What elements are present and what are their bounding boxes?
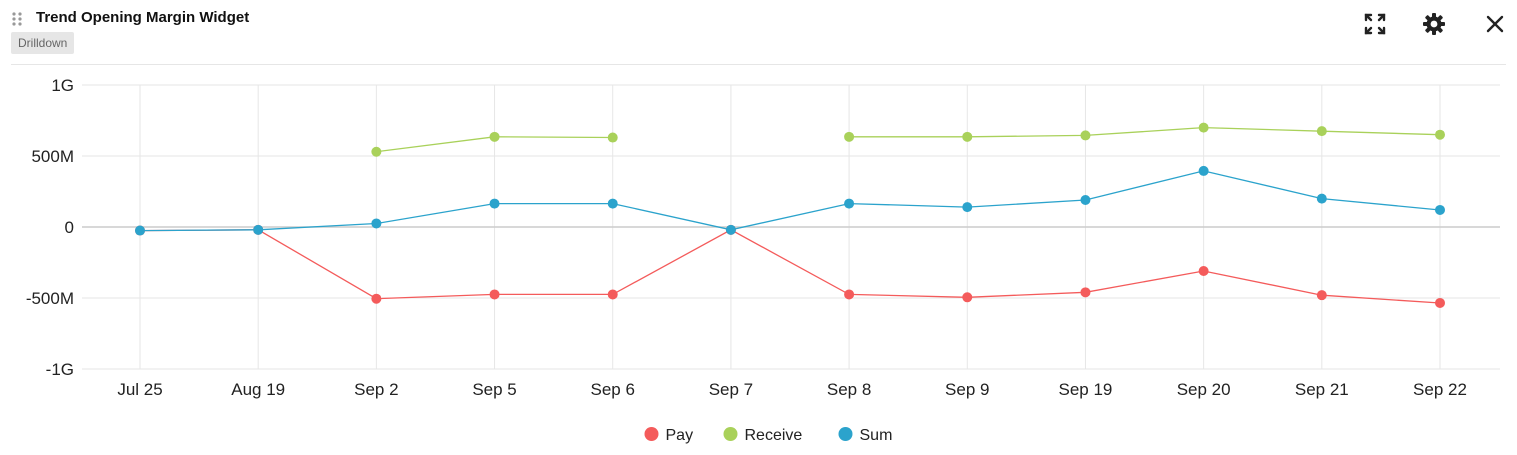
drag-handle-icon[interactable] bbox=[11, 11, 23, 27]
widget-header: Trend Opening Margin Widget Drilldown bbox=[0, 0, 1517, 64]
data-point-pay bbox=[962, 292, 973, 303]
data-point-receive bbox=[607, 132, 618, 143]
y-tick-label: 1G bbox=[51, 76, 74, 95]
data-point-receive bbox=[489, 131, 500, 142]
data-point-receive bbox=[1316, 126, 1327, 137]
data-point-pay bbox=[844, 289, 855, 300]
x-tick-label: Sep 20 bbox=[1177, 380, 1231, 399]
data-point-pay bbox=[1198, 266, 1209, 277]
x-tick-label: Sep 5 bbox=[472, 380, 516, 399]
data-point-sum bbox=[1198, 165, 1209, 176]
close-icon[interactable] bbox=[1482, 11, 1508, 37]
y-tick-label: -500M bbox=[26, 289, 74, 308]
data-point-pay bbox=[489, 289, 500, 300]
expand-icon[interactable] bbox=[1362, 11, 1388, 37]
data-point-receive bbox=[1435, 129, 1445, 140]
data-point-pay bbox=[1316, 290, 1327, 301]
legend-marker-sum bbox=[838, 427, 853, 441]
x-tick-label: Jul 25 bbox=[117, 380, 162, 399]
data-point-receive bbox=[1198, 122, 1209, 133]
y-tick-label: 500M bbox=[31, 147, 74, 166]
series-line-pay bbox=[139, 229, 1441, 304]
gear-icon[interactable] bbox=[1421, 11, 1447, 37]
drilldown-badge[interactable]: Drilldown bbox=[11, 32, 75, 54]
y-tick-label: 0 bbox=[65, 218, 74, 237]
x-tick-label: Sep 8 bbox=[827, 380, 871, 399]
x-tick-label: Sep 7 bbox=[709, 380, 753, 399]
legend-label-pay: Pay bbox=[666, 427, 694, 444]
x-tick-label: Sep 21 bbox=[1295, 380, 1349, 399]
x-tick-label: Sep 22 bbox=[1413, 380, 1467, 399]
legend-label-sum: Sum bbox=[860, 427, 893, 444]
data-point-pay bbox=[607, 289, 618, 300]
x-tick-label: Sep 6 bbox=[591, 380, 635, 399]
data-point-pay bbox=[1435, 297, 1445, 308]
legend-marker-pay bbox=[644, 427, 659, 441]
legend-label-receive: Receive bbox=[745, 427, 803, 444]
data-point-receive bbox=[844, 131, 855, 142]
header-divider bbox=[11, 64, 1506, 65]
series-line-sum bbox=[139, 170, 1441, 232]
x-tick-label: Sep 2 bbox=[354, 380, 398, 399]
data-point-sum bbox=[253, 224, 264, 235]
data-point-receive bbox=[962, 131, 973, 142]
data-point-sum bbox=[607, 198, 618, 209]
data-point-sum bbox=[725, 224, 736, 235]
data-point-sum bbox=[1080, 195, 1091, 206]
data-point-sum bbox=[135, 225, 145, 236]
x-tick-label: Aug 19 bbox=[231, 380, 285, 399]
data-point-sum bbox=[1316, 193, 1327, 204]
data-point-receive bbox=[1080, 130, 1091, 141]
x-tick-label: Sep 9 bbox=[945, 380, 989, 399]
data-point-sum bbox=[371, 218, 382, 229]
data-point-sum bbox=[489, 198, 500, 209]
line-chart: 1G 500M 0 -500M -1G Jul 25 Aug 19 Sep 2 Sep 5 Sep… bbox=[26, 76, 1500, 444]
data-point-receive bbox=[371, 146, 382, 157]
series-line-receive bbox=[376, 126, 1441, 153]
legend-marker-receive bbox=[723, 427, 738, 441]
x-tick-label: Sep 19 bbox=[1059, 380, 1113, 399]
data-point-sum bbox=[1435, 204, 1445, 215]
data-point-pay bbox=[1080, 287, 1091, 298]
widget-title: Trend Opening Margin Widget bbox=[36, 9, 250, 26]
data-point-pay bbox=[371, 293, 382, 304]
data-point-sum bbox=[844, 198, 855, 209]
y-tick-label: -1G bbox=[46, 360, 74, 379]
data-point-sum bbox=[962, 202, 973, 213]
